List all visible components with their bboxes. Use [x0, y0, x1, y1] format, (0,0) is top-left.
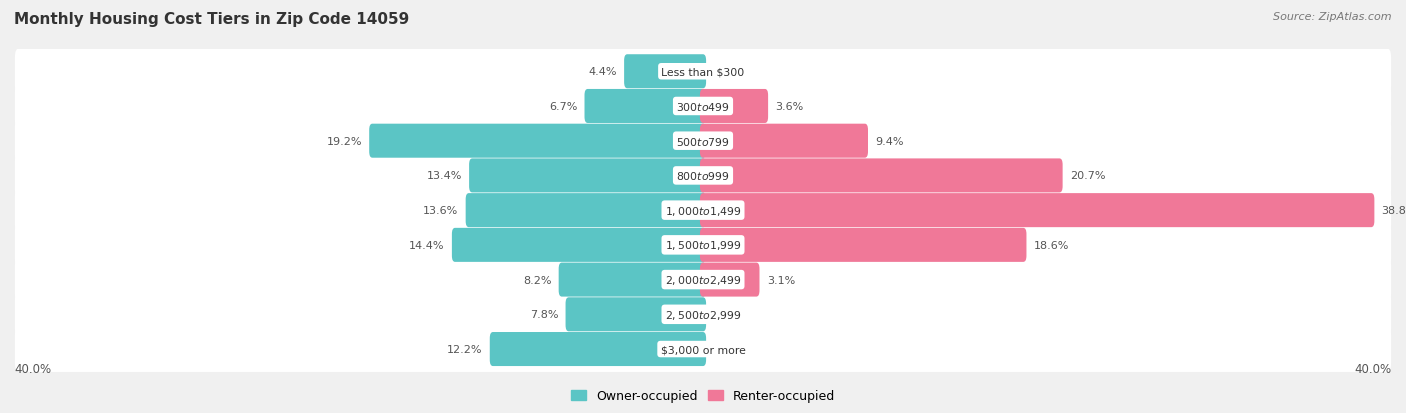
- FancyBboxPatch shape: [565, 298, 706, 332]
- FancyBboxPatch shape: [700, 228, 1026, 262]
- FancyBboxPatch shape: [15, 326, 1391, 372]
- Text: 40.0%: 40.0%: [14, 363, 51, 375]
- FancyBboxPatch shape: [700, 124, 868, 158]
- Text: 13.4%: 13.4%: [426, 171, 461, 181]
- FancyBboxPatch shape: [470, 159, 706, 193]
- Text: 4.4%: 4.4%: [588, 67, 617, 77]
- FancyBboxPatch shape: [15, 292, 1391, 337]
- FancyBboxPatch shape: [15, 257, 1391, 303]
- Text: Less than $300: Less than $300: [661, 67, 745, 77]
- FancyBboxPatch shape: [700, 90, 768, 123]
- Text: $2,000 to $2,499: $2,000 to $2,499: [665, 273, 741, 286]
- Text: 13.6%: 13.6%: [423, 206, 458, 216]
- FancyBboxPatch shape: [15, 84, 1391, 130]
- Legend: Owner-occupied, Renter-occupied: Owner-occupied, Renter-occupied: [567, 385, 839, 407]
- Text: $800 to $999: $800 to $999: [676, 170, 730, 182]
- FancyBboxPatch shape: [15, 119, 1391, 164]
- Text: 0.0%: 0.0%: [713, 310, 741, 320]
- FancyBboxPatch shape: [624, 55, 706, 89]
- Text: 19.2%: 19.2%: [326, 136, 361, 146]
- Text: 20.7%: 20.7%: [1070, 171, 1105, 181]
- Text: Source: ZipAtlas.com: Source: ZipAtlas.com: [1274, 12, 1392, 22]
- Text: 7.8%: 7.8%: [530, 310, 558, 320]
- FancyBboxPatch shape: [465, 194, 706, 228]
- FancyBboxPatch shape: [585, 90, 706, 123]
- Text: 8.2%: 8.2%: [523, 275, 551, 285]
- FancyBboxPatch shape: [15, 153, 1391, 199]
- Text: 18.6%: 18.6%: [1033, 240, 1069, 250]
- Text: $3,000 or more: $3,000 or more: [661, 344, 745, 354]
- FancyBboxPatch shape: [700, 159, 1063, 193]
- Text: Monthly Housing Cost Tiers in Zip Code 14059: Monthly Housing Cost Tiers in Zip Code 1…: [14, 12, 409, 27]
- Text: $300 to $499: $300 to $499: [676, 101, 730, 113]
- Text: $1,500 to $1,999: $1,500 to $1,999: [665, 239, 741, 252]
- Text: 12.2%: 12.2%: [447, 344, 482, 354]
- Text: 38.8%: 38.8%: [1382, 206, 1406, 216]
- FancyBboxPatch shape: [370, 124, 706, 158]
- Text: 9.4%: 9.4%: [875, 136, 904, 146]
- FancyBboxPatch shape: [700, 263, 759, 297]
- FancyBboxPatch shape: [15, 223, 1391, 268]
- Text: 0.0%: 0.0%: [713, 67, 741, 77]
- FancyBboxPatch shape: [558, 263, 706, 297]
- FancyBboxPatch shape: [451, 228, 706, 262]
- Text: $1,000 to $1,499: $1,000 to $1,499: [665, 204, 741, 217]
- FancyBboxPatch shape: [15, 49, 1391, 95]
- FancyBboxPatch shape: [700, 194, 1375, 228]
- Text: 6.7%: 6.7%: [548, 102, 578, 112]
- FancyBboxPatch shape: [489, 332, 706, 366]
- Text: 3.1%: 3.1%: [766, 275, 794, 285]
- Text: $500 to $799: $500 to $799: [676, 135, 730, 147]
- Text: 40.0%: 40.0%: [1355, 363, 1392, 375]
- Text: 3.6%: 3.6%: [775, 102, 804, 112]
- FancyBboxPatch shape: [15, 188, 1391, 233]
- Text: 0.0%: 0.0%: [713, 344, 741, 354]
- Text: 14.4%: 14.4%: [409, 240, 444, 250]
- Text: $2,500 to $2,999: $2,500 to $2,999: [665, 308, 741, 321]
